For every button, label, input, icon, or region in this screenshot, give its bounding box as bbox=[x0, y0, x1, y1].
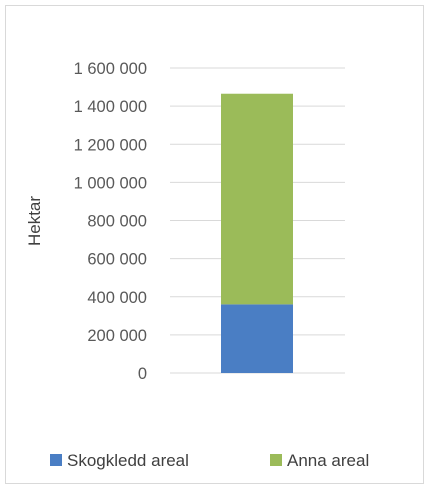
chart-frame bbox=[5, 5, 424, 484]
bar-anna-areal bbox=[221, 93, 293, 305]
y-tick-label: 400 000 bbox=[87, 289, 147, 307]
y-tick-label: 1 200 000 bbox=[74, 136, 147, 154]
y-tick-label: 0 bbox=[138, 365, 147, 383]
y-axis-title: Hektar bbox=[25, 196, 44, 246]
legend-swatch bbox=[50, 454, 62, 466]
y-tick-label: 600 000 bbox=[87, 251, 147, 269]
y-tick-label: 1 600 000 bbox=[74, 60, 147, 78]
legend-label: Skogkledd areal bbox=[67, 451, 189, 470]
legend-label: Anna areal bbox=[287, 451, 369, 470]
y-axis-tick-labels: 0 200 000 400 000 600 000 800 000 1 000 000 1 … bbox=[74, 60, 147, 383]
legend: Skogkledd areal Anna areal bbox=[50, 451, 369, 470]
bar-skogkledd-areal bbox=[221, 304, 293, 373]
y-tick-label: 200 000 bbox=[87, 327, 147, 345]
y-tick-label: 1 400 000 bbox=[74, 98, 147, 116]
bars bbox=[221, 93, 293, 373]
y-tick-label: 800 000 bbox=[87, 213, 147, 231]
y-tick-label: 1 000 000 bbox=[74, 174, 147, 192]
legend-swatch bbox=[270, 454, 282, 466]
